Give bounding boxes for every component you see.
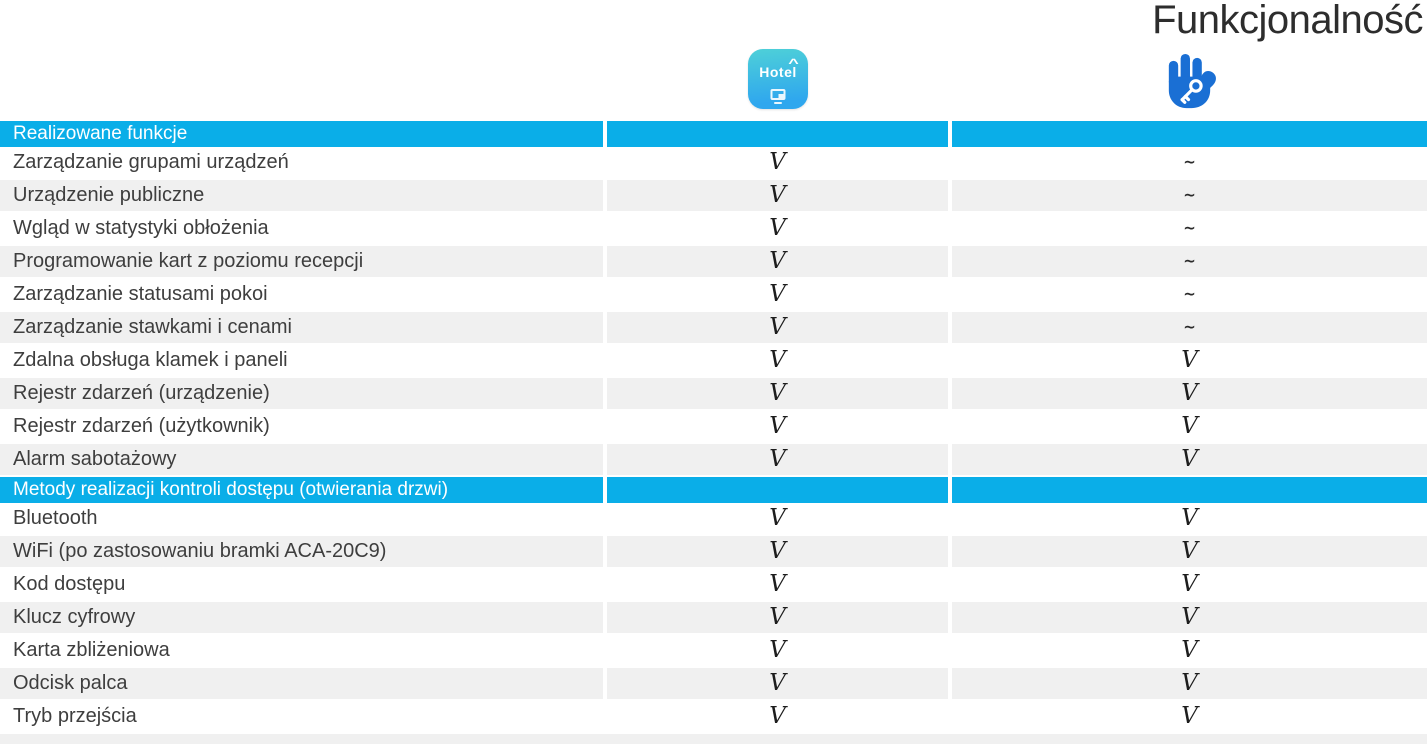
- feature-label: Rejestr zdarzeń (urządzenie): [0, 378, 603, 409]
- hand-column-value: V: [952, 378, 1427, 409]
- hand-column-value: V: [952, 635, 1427, 666]
- hotel-column-value: V: [607, 147, 948, 178]
- feature-label: Odcisk palca: [0, 668, 603, 699]
- monitor-stand-icon: [774, 102, 782, 104]
- hotel-column-value: V: [607, 668, 948, 699]
- table-row: Rejestr zdarzeń (użytkownik) V V: [0, 411, 1427, 444]
- hotel-column-value: V: [607, 312, 948, 343]
- feature-label: Zarządzanie statusami pokoi: [0, 279, 603, 310]
- hand-column-value: V: [952, 602, 1427, 633]
- monitor-icon: [770, 89, 786, 100]
- hotel-column-value: V: [607, 279, 948, 310]
- hand-column-value: V: [952, 503, 1427, 534]
- hotel-column-value: V: [607, 503, 948, 534]
- hotel-column-value: V: [607, 444, 948, 475]
- hotel-icon-roof: ^: [788, 56, 799, 70]
- feature-label: Kod dostępu: [0, 569, 603, 600]
- feature-label: Klucz cyfrowy: [0, 602, 603, 633]
- hotel-column-value: V: [607, 345, 948, 376]
- feature-label: Alarm sabotażowy: [0, 444, 603, 475]
- hand-column-value: ~: [952, 180, 1427, 211]
- hotel-column-value: V: [607, 536, 948, 567]
- hand-column-value: ~: [952, 279, 1427, 310]
- hotel-column-value: V: [607, 378, 948, 409]
- table-header-area: Funkcjonalność Hotel ^: [0, 0, 1427, 121]
- hand-column-value: ~: [952, 147, 1427, 178]
- table-row: Zarządzanie statusami pokoi V ~: [0, 279, 1427, 312]
- table-row: Zarządzanie grupami urządzeń V ~: [0, 147, 1427, 180]
- section-header-cell-hand: [952, 477, 1427, 503]
- feature-label: Bluetooth: [0, 503, 603, 534]
- hotel-column-value: V: [607, 411, 948, 442]
- feature-label: WiFi (po zastosowaniu bramki ACA-20C9): [0, 536, 603, 567]
- table-row: Alarm sabotażowy V V: [0, 444, 1427, 477]
- hotel-app-icon: Hotel ^: [748, 49, 808, 109]
- feature-label: Zarządzanie grupami urządzeń: [0, 147, 603, 178]
- hotel-column-value: V: [607, 180, 948, 211]
- hand-column-value: ~: [952, 312, 1427, 343]
- feature-label: Programowanie kart z poziomu recepcji: [0, 246, 603, 277]
- table-row: Odcisk palca V V: [0, 668, 1427, 701]
- hand-column-value: ~: [952, 213, 1427, 244]
- section-header-label: Realizowane funkcje: [0, 121, 603, 147]
- table-row: Programowanie kart z poziomu recepcji V ~: [0, 246, 1427, 279]
- section-header-cell-hotel: [607, 477, 948, 503]
- feature-label: Rejestr zdarzeń (użytkownik): [0, 411, 603, 442]
- hand-key-icon: [1158, 50, 1221, 113]
- hotel-column-value: V: [607, 701, 948, 732]
- hand-column-value: V: [952, 345, 1427, 376]
- feature-label: Wgląd w statystyki obłożenia: [0, 213, 603, 244]
- hotel-icon-label: Hotel: [759, 64, 797, 80]
- table-row: Zarządzanie stawkami i cenami V ~: [0, 312, 1427, 345]
- hotel-column-value: V: [607, 213, 948, 244]
- hand-column-value: V: [952, 536, 1427, 567]
- bottom-partial-row: [0, 734, 1427, 744]
- table-row: Rejestr zdarzeń (urządzenie) V V: [0, 378, 1427, 411]
- hand-column-value: V: [952, 701, 1427, 732]
- table-row: WiFi (po zastosowaniu bramki ACA-20C9) V V: [0, 536, 1427, 569]
- section-header-row: Metody realizacji kontroli dostępu (otwi…: [0, 477, 1427, 503]
- table-row: Klucz cyfrowy V V: [0, 602, 1427, 635]
- section-header-cell-hotel: [607, 121, 948, 147]
- table-row: Bluetooth V V: [0, 503, 1427, 536]
- section-header-row: Realizowane funkcje: [0, 121, 1427, 147]
- hand-column-value: V: [952, 569, 1427, 600]
- hotel-column-value: V: [607, 569, 948, 600]
- feature-label: Tryb przejścia: [0, 701, 603, 732]
- comparison-table: Realizowane funkcje Zarządzanie grupami u…: [0, 121, 1427, 734]
- hand-column-value: V: [952, 411, 1427, 442]
- hand-column-value: V: [952, 668, 1427, 699]
- feature-label: Zdalna obsługa klamek i paneli: [0, 345, 603, 376]
- feature-label: Zarządzanie stawkami i cenami: [0, 312, 603, 343]
- page-title: Funkcjonalność: [1152, 0, 1423, 42]
- section-header-label: Metody realizacji kontroli dostępu (otwi…: [0, 477, 603, 503]
- hand-column-value: V: [952, 444, 1427, 475]
- table-row: Kod dostępu V V: [0, 569, 1427, 602]
- table-row: Karta zbliżeniowa V V: [0, 635, 1427, 668]
- table-row: Urządzenie publiczne V ~: [0, 180, 1427, 213]
- hotel-column-value: V: [607, 602, 948, 633]
- hotel-column-value: V: [607, 246, 948, 277]
- hand-column-value: ~: [952, 246, 1427, 277]
- hotel-column-value: V: [607, 635, 948, 666]
- table-row: Wgląd w statystyki obłożenia V ~: [0, 213, 1427, 246]
- feature-label: Karta zbliżeniowa: [0, 635, 603, 666]
- table-row: Tryb przejścia V V: [0, 701, 1427, 734]
- feature-label: Urządzenie publiczne: [0, 180, 603, 211]
- section-header-cell-hand: [952, 121, 1427, 147]
- table-row: Zdalna obsługa klamek i paneli V V: [0, 345, 1427, 378]
